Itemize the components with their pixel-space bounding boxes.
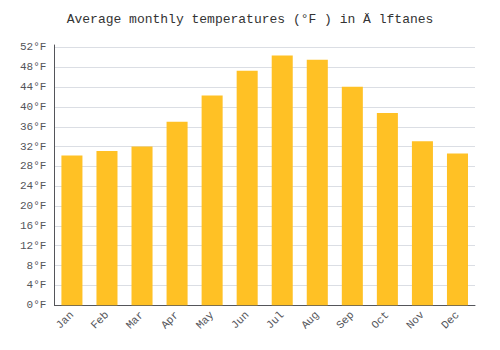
svg-text:48°F: 48°F <box>20 61 46 73</box>
svg-text:May: May <box>194 309 217 332</box>
svg-text:Nov: Nov <box>404 309 427 332</box>
svg-text:Apr: Apr <box>159 309 181 331</box>
svg-text:Dec: Dec <box>439 309 461 331</box>
svg-text:Aug: Aug <box>299 309 321 331</box>
svg-text:Jan: Jan <box>54 309 76 331</box>
svg-text:40°F: 40°F <box>20 101 46 113</box>
svg-text:12°F: 12°F <box>20 240 46 252</box>
svg-text:32°F: 32°F <box>20 141 46 153</box>
svg-text:16°F: 16°F <box>20 220 46 232</box>
svg-text:28°F: 28°F <box>20 160 46 172</box>
svg-text:52°F: 52°F <box>20 41 46 53</box>
svg-text:24°F: 24°F <box>20 180 46 192</box>
svg-text:44°F: 44°F <box>20 81 46 93</box>
svg-text:Feb: Feb <box>89 309 111 331</box>
svg-text:4°F: 4°F <box>27 279 47 291</box>
svg-text:Oct: Oct <box>369 309 391 331</box>
svg-text:Mar: Mar <box>124 309 146 331</box>
svg-text:36°F: 36°F <box>20 121 46 133</box>
svg-text:8°F: 8°F <box>27 260 47 272</box>
svg-text:Sep: Sep <box>334 309 356 331</box>
svg-text:Jun: Jun <box>229 309 251 331</box>
svg-text:0°F: 0°F <box>27 299 47 311</box>
svg-text:Average monthly temperatures (: Average monthly temperatures (°F ) in Ä … <box>67 12 434 27</box>
svg-text:Jul: Jul <box>264 309 286 331</box>
svg-text:20°F: 20°F <box>20 200 46 212</box>
